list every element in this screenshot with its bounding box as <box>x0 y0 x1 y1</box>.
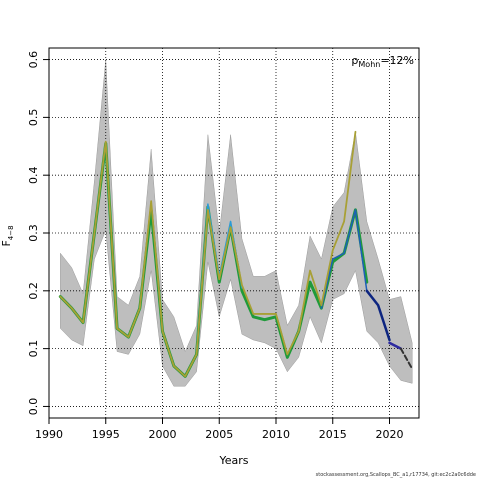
x-tick-label: 2000 <box>148 428 176 441</box>
y-tick-label: 0.3 <box>27 224 40 242</box>
x-tick-label: 2010 <box>262 428 290 441</box>
y-tick-label: 0.6 <box>27 51 40 69</box>
y-tick-label: 0.5 <box>27 109 40 127</box>
series-line-4 <box>365 289 391 342</box>
y-axis-title-sub: 4−8 <box>7 225 15 240</box>
y-axis-title: F4−8 <box>0 225 15 246</box>
x-tick-label: 2020 <box>375 428 403 441</box>
series-line-7 <box>59 130 357 378</box>
x-tick-label: 1995 <box>92 428 120 441</box>
footer-note: stockassessment.org,Scallops_BC_a1,r1773… <box>315 472 476 478</box>
mohn-rho-annotation: ρMohn=12% <box>351 54 414 69</box>
series-line-5 <box>388 341 403 350</box>
mohn-rho-subscript: Mohn <box>358 60 380 69</box>
x-tick-label: 2005 <box>205 428 233 441</box>
y-tick-label: 0.2 <box>27 282 40 300</box>
series-layer <box>58 130 414 378</box>
confidence-band <box>60 59 413 387</box>
y-axis: 0.0 0.1 0.2 0.3 0.4 0.5 0.6 <box>27 51 50 416</box>
mohn-rho-value: =12% <box>380 54 414 67</box>
series-line-6 <box>399 347 414 370</box>
confidence-band-layer <box>60 59 413 387</box>
y-tick-label: 0.0 <box>27 398 40 416</box>
x-tick-label: 1990 <box>35 428 63 441</box>
y-axis-title-main: F <box>0 240 13 246</box>
mohn-rho-symbol: ρ <box>351 54 358 67</box>
y-tick-label: 0.1 <box>27 340 40 358</box>
x-tick-label: 2015 <box>319 428 347 441</box>
x-axis-title: Years <box>218 454 248 467</box>
y-tick-label: 0.4 <box>27 166 40 184</box>
x-axis: 1990 1995 2000 2005 2010 2015 2020 <box>35 417 403 441</box>
